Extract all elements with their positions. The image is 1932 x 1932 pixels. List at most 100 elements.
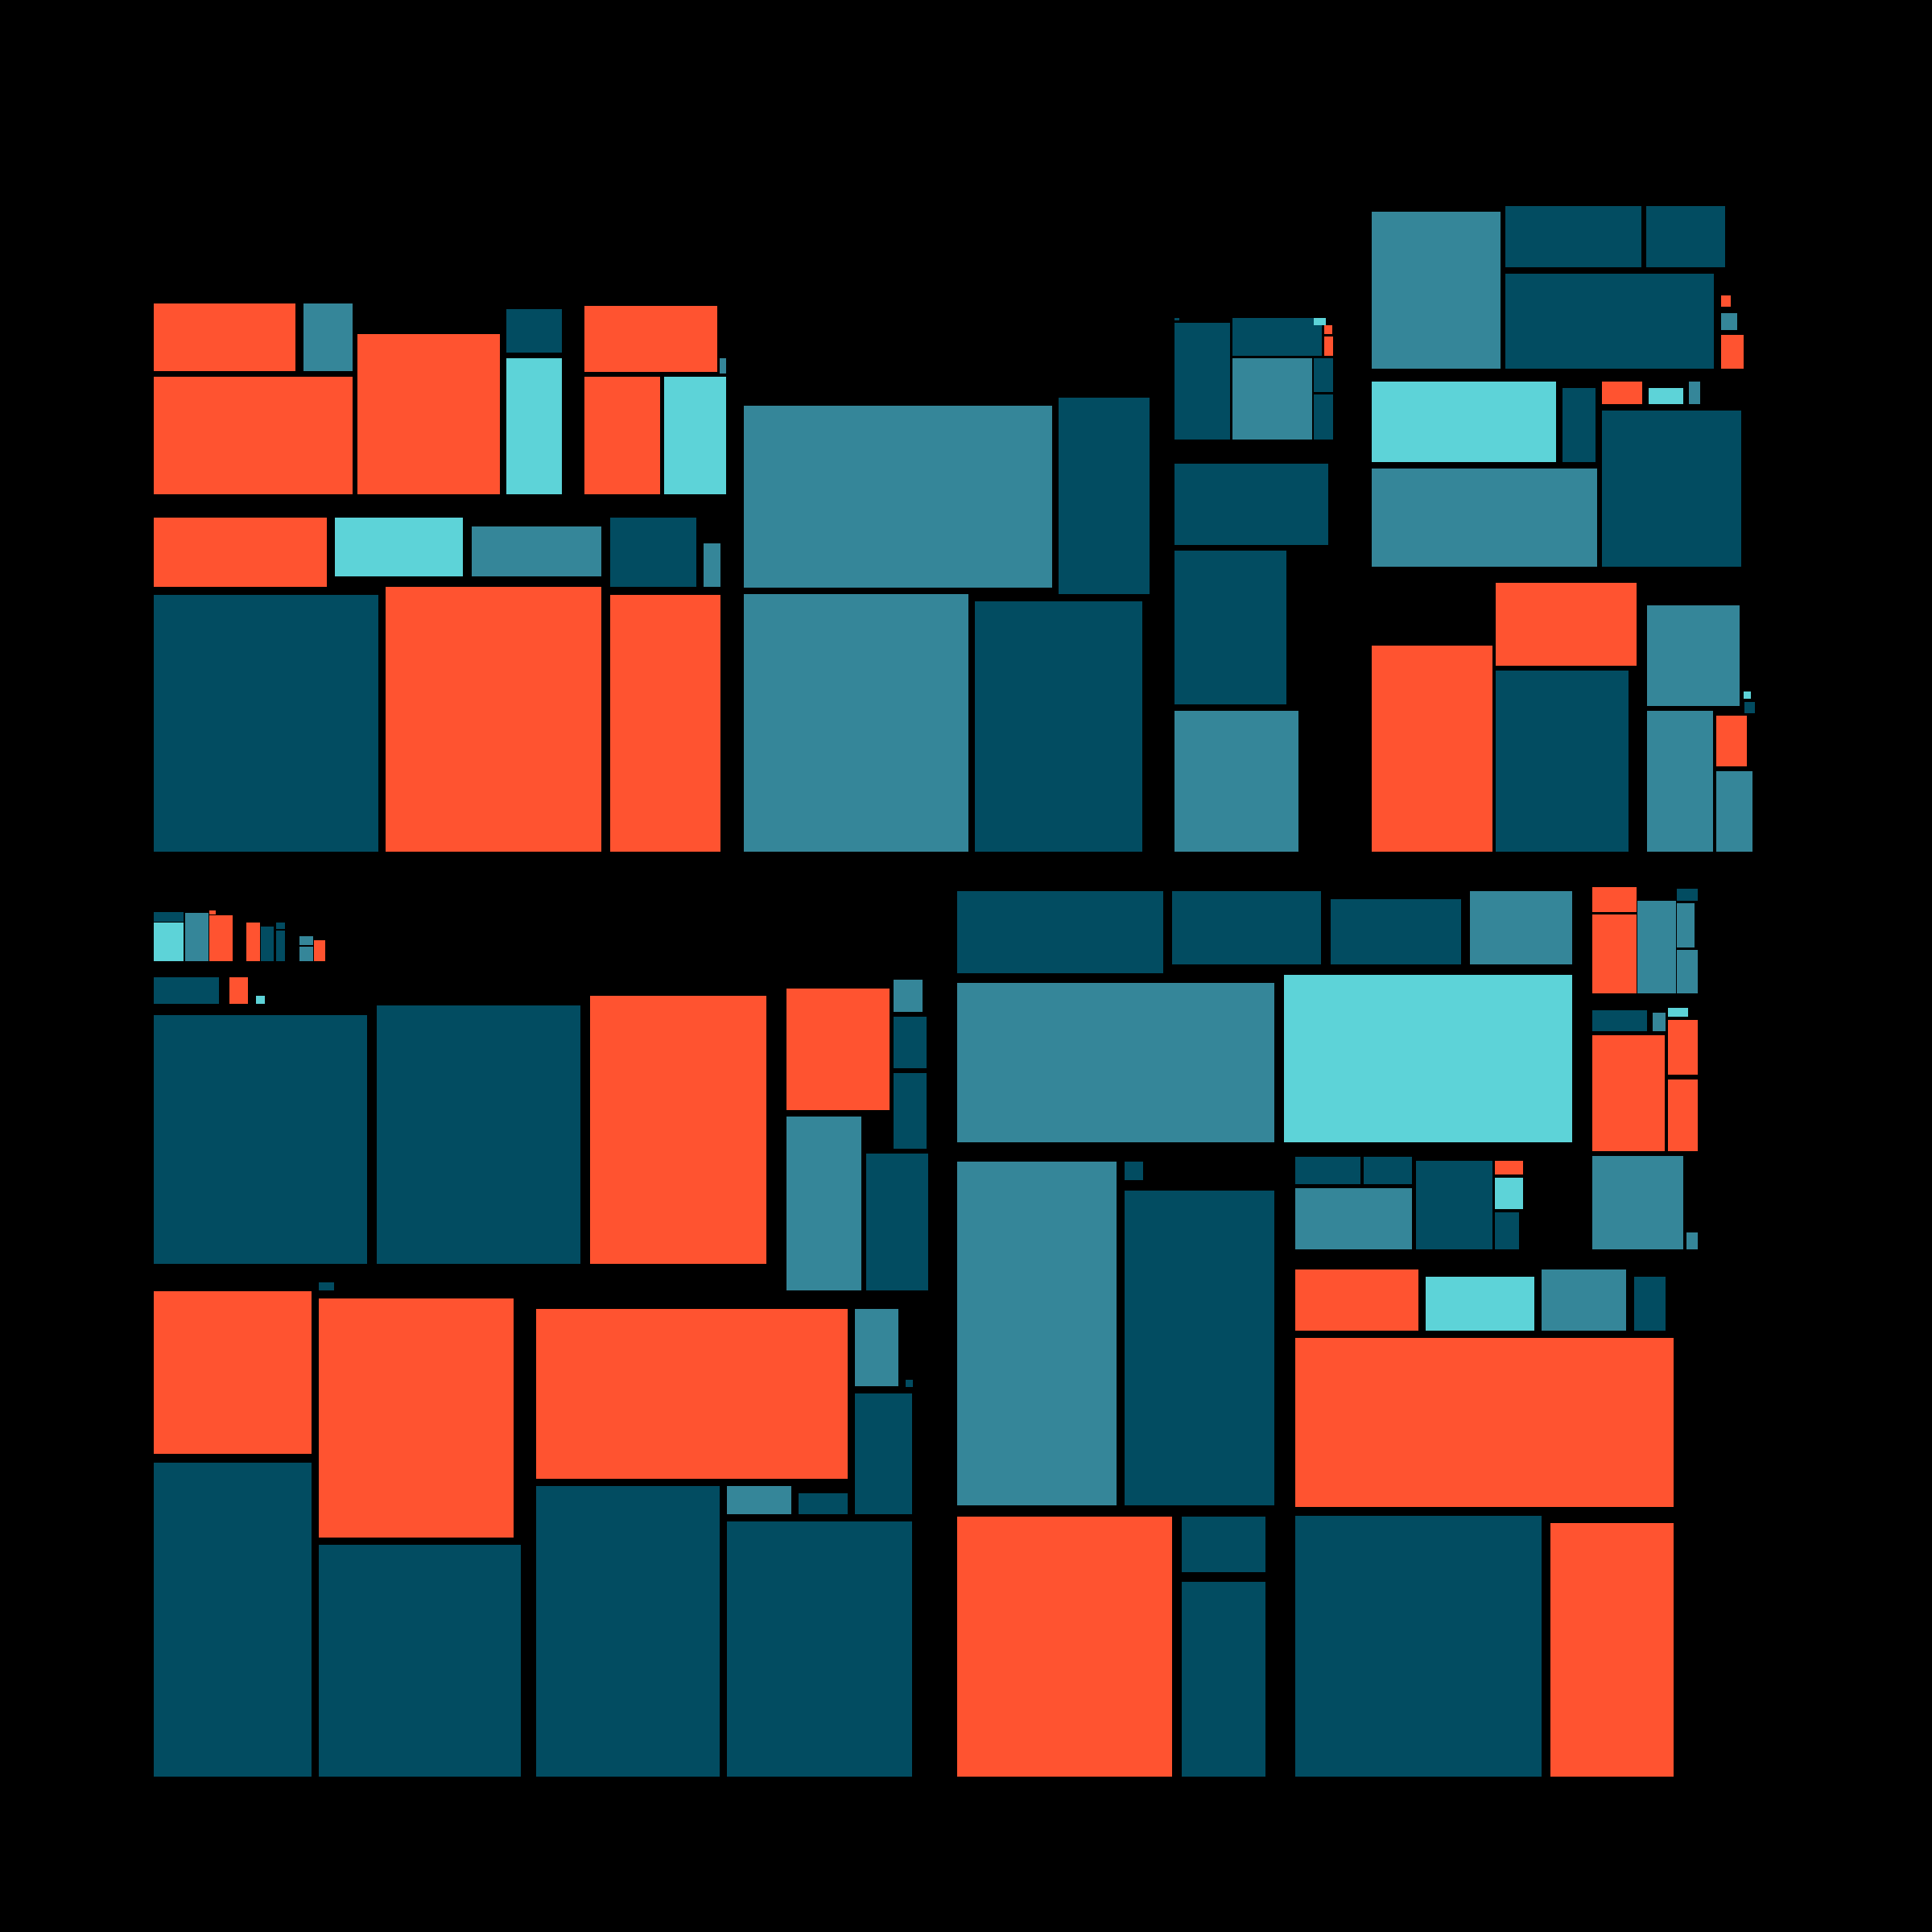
tile-38	[1721, 295, 1732, 308]
tile-109	[1668, 1020, 1699, 1075]
tile-15	[154, 595, 378, 852]
tile-29	[1324, 325, 1332, 334]
tile-13	[609, 517, 696, 587]
tile-35	[1505, 205, 1641, 268]
tile-116	[1125, 1190, 1274, 1506]
tile-4	[506, 309, 562, 353]
tile-80	[866, 1153, 928, 1290]
tile-75	[786, 988, 890, 1111]
tile-76	[893, 979, 923, 1012]
tile-87	[855, 1308, 898, 1386]
tile-72	[154, 1015, 368, 1265]
tile-125	[1425, 1276, 1534, 1331]
tile-57	[154, 911, 184, 922]
tile-126	[1541, 1269, 1627, 1331]
tile-66	[299, 936, 313, 945]
tile-3	[357, 333, 501, 494]
tile-37	[1505, 273, 1715, 369]
tile-115	[1125, 1162, 1144, 1181]
tile-99	[1283, 974, 1573, 1142]
tile-122	[1494, 1178, 1523, 1209]
tile-14	[703, 543, 721, 587]
tile-34	[1371, 212, 1501, 369]
tile-0	[154, 303, 296, 371]
tile-30	[1324, 336, 1334, 357]
tile-62	[246, 923, 260, 961]
tile-83	[319, 1298, 514, 1538]
tile-52	[1647, 711, 1713, 852]
tile-107	[1652, 1013, 1666, 1032]
tile-131	[1181, 1582, 1265, 1777]
tile-32	[1174, 551, 1286, 705]
tile-56	[1744, 702, 1755, 714]
tile-106	[1591, 1010, 1648, 1032]
tile-53	[1716, 716, 1748, 767]
tile-105	[1677, 950, 1699, 993]
tile-54	[1716, 771, 1752, 852]
tile-68	[314, 939, 326, 961]
tile-12	[472, 526, 601, 577]
tile-17	[609, 595, 721, 852]
tile-91	[798, 1493, 848, 1515]
tile-6	[584, 305, 717, 373]
tile-118	[1364, 1157, 1413, 1184]
tile-55	[1743, 691, 1751, 699]
tile-48	[1371, 646, 1492, 852]
tile-28	[1174, 317, 1179, 320]
tile-113	[1686, 1232, 1699, 1250]
tile-31	[1174, 463, 1328, 545]
tile-2	[154, 377, 353, 494]
tile-39	[1721, 312, 1738, 331]
tile-60	[209, 915, 233, 961]
tile-5	[506, 358, 562, 494]
tile-51	[1647, 605, 1740, 707]
tile-127	[1633, 1276, 1666, 1331]
tile-123	[1494, 1212, 1520, 1250]
tile-95	[1171, 890, 1321, 965]
tile-1	[303, 303, 353, 371]
tile-84	[154, 1462, 312, 1777]
tile-103	[1677, 888, 1699, 901]
tile-111	[1668, 1079, 1699, 1151]
tile-41	[1371, 382, 1557, 462]
tile-27	[1313, 317, 1326, 326]
tile-9	[719, 358, 726, 374]
tile-47	[1371, 468, 1597, 568]
tile-79	[786, 1116, 861, 1290]
tile-69	[154, 976, 220, 1005]
tile-49	[1496, 582, 1637, 666]
tile-44	[1648, 388, 1683, 405]
tile-82	[154, 1291, 312, 1455]
tile-85	[319, 1545, 522, 1777]
tile-78	[893, 1073, 927, 1149]
tile-119	[1294, 1187, 1413, 1250]
tile-7	[584, 377, 661, 494]
tile-45	[1689, 382, 1701, 405]
tile-26	[1313, 358, 1334, 392]
tile-18	[744, 405, 1053, 588]
tile-132	[1294, 1515, 1542, 1777]
tile-120	[1415, 1160, 1492, 1250]
tile-61	[209, 910, 216, 914]
tile-21	[974, 601, 1142, 852]
tile-23	[1232, 317, 1323, 357]
tile-133	[1550, 1522, 1674, 1777]
tile-89	[855, 1393, 912, 1515]
tile-130	[1181, 1517, 1265, 1573]
tile-73	[377, 1005, 580, 1265]
tile-97	[1470, 890, 1573, 965]
tile-70	[229, 976, 248, 1005]
tile-110	[1591, 1034, 1665, 1151]
tile-90	[727, 1485, 791, 1515]
tile-112	[1591, 1155, 1683, 1250]
tile-67	[299, 946, 313, 961]
tile-36	[1645, 205, 1725, 268]
tile-114	[957, 1162, 1117, 1506]
tile-43	[1601, 382, 1643, 405]
tile-19	[1058, 398, 1150, 594]
tile-128	[1294, 1338, 1674, 1507]
tile-33	[1174, 711, 1299, 852]
tile-88	[906, 1380, 914, 1388]
tile-129	[957, 1517, 1172, 1777]
